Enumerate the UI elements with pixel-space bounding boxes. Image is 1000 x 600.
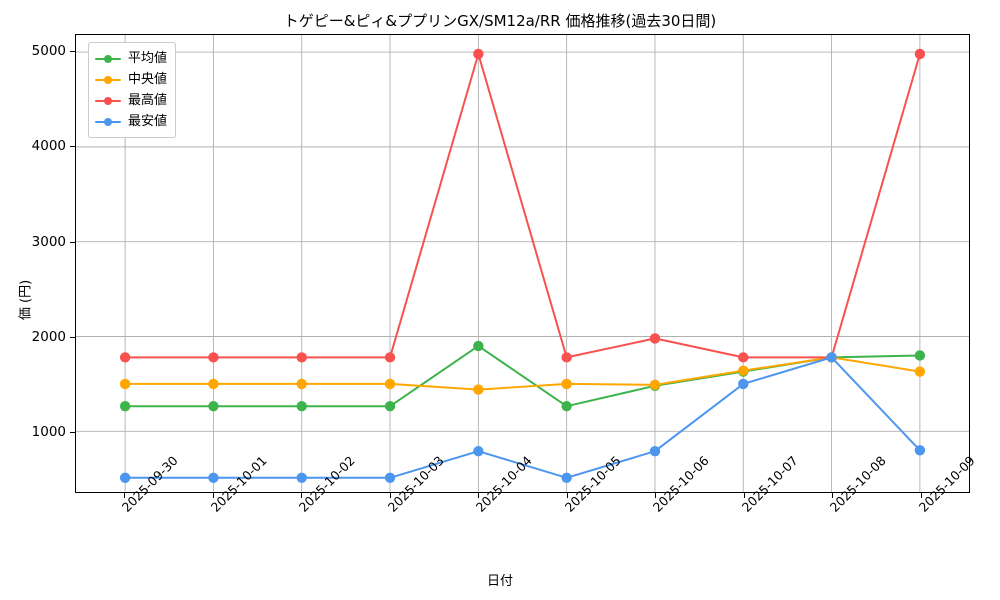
x-tick-label: 2025-10-01: [207, 452, 270, 515]
data-point: [384, 401, 396, 412]
data-series-layer: [119, 48, 926, 483]
x-tick-mark: [655, 493, 657, 498]
data-point: [296, 401, 307, 412]
x-tick-label: 2025-10-05: [561, 452, 624, 515]
data-point: [473, 446, 484, 457]
data-point: [738, 378, 749, 390]
data-point: [473, 48, 484, 60]
data-point: [384, 378, 396, 390]
data-point: [384, 472, 396, 483]
x-tick-label: 2025-10-08: [827, 452, 890, 515]
x-tick-label: 2025-09-30: [118, 452, 181, 515]
data-point: [208, 472, 219, 483]
data-point: [914, 48, 926, 60]
x-tick-label: 2025-10-03: [384, 452, 447, 515]
y-tick-label: 3000: [31, 233, 66, 250]
x-tick-mark: [478, 493, 480, 498]
data-point: [561, 352, 572, 363]
legend-label: 平均値: [128, 51, 168, 66]
data-point: [208, 352, 219, 363]
x-tick-mark: [920, 493, 922, 498]
legend-item-3[interactable]: 最安値: [95, 111, 167, 132]
x-tick-mark: [124, 493, 126, 498]
data-point: [914, 445, 926, 456]
x-tick-mark: [743, 493, 745, 498]
data-point: [738, 352, 749, 363]
data-point: [296, 472, 307, 483]
data-point: [119, 401, 131, 412]
data-point: [384, 352, 396, 363]
y-tick-label: 2000: [31, 328, 66, 345]
legend-marker-icon: [95, 95, 121, 107]
x-tick-mark: [566, 493, 568, 498]
data-point: [914, 350, 926, 361]
y-tick-label: 5000: [31, 43, 66, 60]
legend-label: 最高値: [128, 93, 168, 108]
plot-area: [75, 34, 970, 493]
series-line-2: [124, 52, 921, 359]
data-point: [914, 366, 926, 377]
legend-marker-icon: [95, 74, 121, 86]
x-tick-label: 2025-10-02: [295, 452, 358, 515]
series-line-0: [124, 344, 921, 408]
data-point: [649, 333, 661, 344]
legend-item-0[interactable]: 平均値: [95, 48, 167, 69]
x-tick-label: 2025-10-09: [915, 452, 978, 515]
data-point: [473, 384, 484, 395]
legend-marker-icon: [95, 53, 121, 65]
x-tick-label: 2025-10-07: [738, 452, 801, 515]
data-point: [119, 352, 131, 363]
legend-label: 最安値: [128, 114, 168, 129]
data-point: [649, 446, 661, 457]
chart-legend[interactable]: 平均値中央値最高値最安値: [88, 42, 177, 138]
series-line-1: [124, 356, 921, 391]
data-point: [561, 401, 572, 412]
data-point: [473, 340, 484, 352]
data-point: [208, 401, 219, 412]
data-point: [119, 378, 131, 390]
legend-marker-icon: [95, 116, 121, 128]
y-axis-label: 価 (円): [18, 279, 34, 321]
data-point: [649, 379, 661, 391]
y-tick-label: 4000: [31, 138, 66, 155]
x-tick-mark: [389, 493, 391, 498]
y-tick-label: 1000: [31, 424, 66, 441]
data-point: [208, 378, 219, 390]
data-point: [561, 378, 572, 390]
x-axis-label: 日付: [486, 574, 513, 589]
data-point: [826, 352, 837, 363]
data-point: [738, 365, 749, 376]
x-tick-label: 2025-10-06: [650, 452, 712, 515]
data-point: [296, 352, 307, 363]
data-point: [296, 378, 307, 390]
x-tick-mark: [212, 493, 214, 498]
data-point: [119, 472, 131, 483]
legend-label: 中央値: [128, 72, 168, 87]
x-tick-mark: [832, 493, 834, 498]
series-line-3: [124, 356, 921, 479]
legend-item-2[interactable]: 最高値: [95, 90, 167, 111]
x-tick-mark: [301, 493, 303, 498]
legend-item-1[interactable]: 中央値: [95, 69, 167, 90]
data-point: [561, 472, 572, 483]
chart-title: トゲピー&ピィ&ププリンGX/SM12a/RR 価格推移(過去30日間): [283, 12, 717, 30]
x-tick-label: 2025-10-04: [472, 452, 535, 515]
